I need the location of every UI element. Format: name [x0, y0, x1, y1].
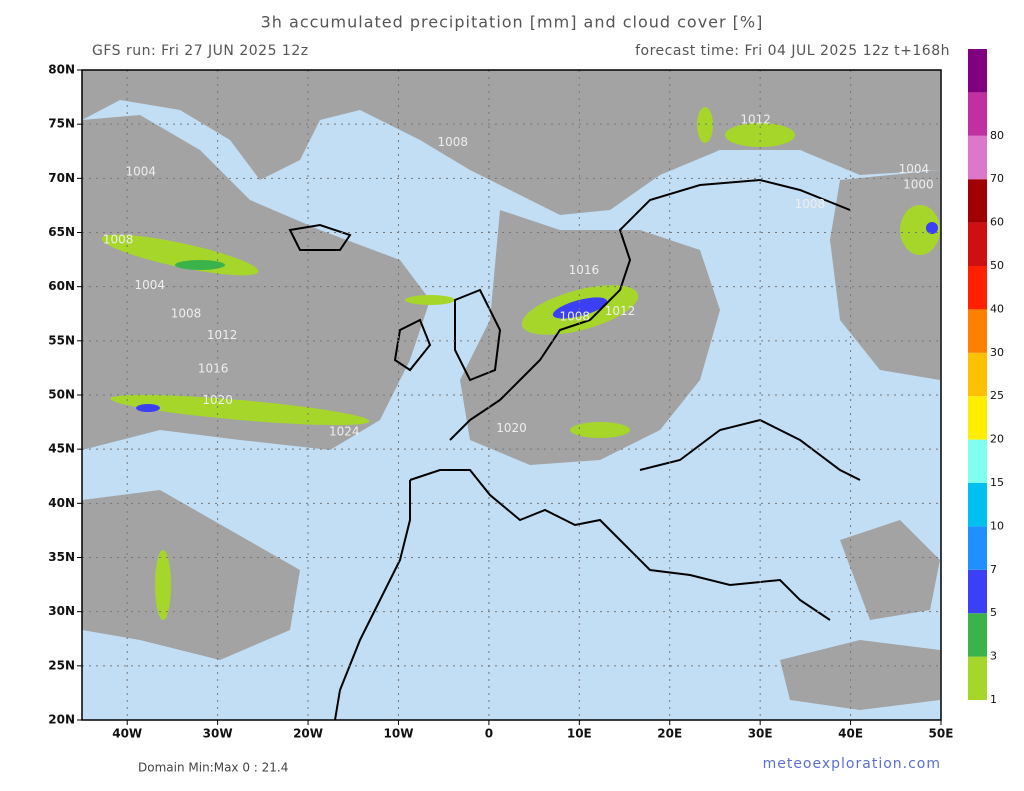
- lon-tick-label: 10W: [384, 727, 414, 741]
- colorbar-label: 3: [990, 650, 997, 663]
- lat-tick-label: 60N: [48, 279, 75, 293]
- isobar-label: 1008: [437, 135, 468, 149]
- isobar-label: 1012: [605, 304, 636, 318]
- forecast-time: forecast time: Fri 04 JUL 2025 12z t+168…: [635, 43, 950, 59]
- axes: 40W 30W 20W 10W 0 10E 20E 30E 40E 50E 20N 25N 30N 35N…: [48, 63, 953, 741]
- colorbar-label: 25: [990, 389, 1004, 402]
- colorbar-segment: [968, 135, 987, 180]
- colorbar-segment: [968, 396, 987, 440]
- colorbar-label: 60: [990, 216, 1004, 229]
- isobar-labels: 1008 1004 1004 1008 1012 1016 1020 1024 1020 1008…: [103, 112, 934, 438]
- lat-tick-label: 25N: [48, 658, 75, 672]
- lon-tick-label: 40E: [838, 727, 863, 741]
- lon-tick-label: 40W: [112, 727, 142, 741]
- colorbar-segment: [968, 179, 987, 223]
- colorbar-segment: [968, 222, 987, 266]
- colorbar-label: 70: [990, 172, 1004, 185]
- isobar-label: 1004: [135, 278, 166, 292]
- isobar-label: 1012: [207, 328, 238, 342]
- isobar-label: 1004: [126, 164, 157, 178]
- colorbar-segment: [968, 439, 987, 483]
- lat-tick-label: 40N: [48, 496, 75, 510]
- colorbar-label: 10: [990, 519, 1004, 532]
- colorbar-label: 40: [990, 302, 1004, 315]
- title: 3h accumulated precipitation [mm] and cl…: [261, 13, 764, 32]
- lat-tick-label: 80N: [48, 63, 75, 77]
- lat-tick-label: 20N: [48, 713, 75, 727]
- graticule: [82, 70, 941, 720]
- isobar-label: 1008: [560, 310, 591, 324]
- colorbar-segment: [968, 656, 987, 700]
- isobar-label: 1020: [202, 393, 233, 407]
- colorbar-segment: [968, 49, 987, 93]
- colorbar-segment: [968, 92, 987, 136]
- isobar-label: 1016: [569, 263, 600, 277]
- lon-tick-label: 50E: [929, 727, 954, 741]
- colorbar-segment: [968, 309, 987, 353]
- lon-tick-label: 0: [485, 727, 493, 741]
- isobar-label: 1020: [496, 421, 527, 435]
- precipitation: [101, 107, 940, 620]
- isobar-label: 1008: [103, 233, 134, 247]
- lat-tick-label: 30N: [48, 604, 75, 618]
- lat-tick-label: 55N: [48, 333, 75, 347]
- domain-minmax: Domain Min:Max 0 : 21.4: [138, 761, 288, 775]
- lat-tick-label: 65N: [48, 225, 75, 239]
- isobar-label: 1024: [329, 424, 360, 438]
- isobar-label: 1000: [903, 177, 934, 191]
- map: 1008 1004 1004 1008 1012 1016 1020 1024 1020 1008…: [82, 70, 941, 720]
- lon-tick-label: 20E: [657, 727, 682, 741]
- isobar-label: 1008: [795, 197, 826, 211]
- colorbar-segment: [968, 483, 987, 527]
- lat-tick-label: 50N: [48, 388, 75, 402]
- isobar-label: 1016: [198, 362, 229, 376]
- colorbar-segment: [968, 266, 987, 310]
- lat-tick-label: 70N: [48, 171, 75, 185]
- cloud-cover: [82, 70, 940, 710]
- colorbar-segment: [968, 569, 987, 614]
- lon-tick-label: 10E: [567, 727, 592, 741]
- colorbar-segment: [968, 352, 987, 397]
- lon-tick-label: 20W: [293, 727, 323, 741]
- isobar-label: 1004: [899, 162, 930, 176]
- colorbar-label: 20: [990, 433, 1004, 446]
- colorbar-label: 30: [990, 346, 1004, 359]
- lat-tick-label: 35N: [48, 550, 75, 564]
- colorbar-label: 1: [990, 693, 997, 706]
- colorbar-label: 5: [990, 606, 997, 619]
- colorbar-segment: [968, 526, 987, 570]
- lat-tick-label: 45N: [48, 442, 75, 456]
- run-time: GFS run: Fri 27 JUN 2025 12z: [92, 43, 309, 59]
- isobar-label: 1012: [740, 112, 771, 126]
- colorbar-label: 80: [990, 129, 1004, 142]
- colorbar-label: 7: [990, 563, 997, 576]
- isobar-label: 1008: [171, 306, 202, 320]
- colorbar-label: 15: [990, 476, 1004, 489]
- lat-tick-label: 75N: [48, 117, 75, 131]
- lon-tick-label: 30E: [748, 727, 773, 741]
- site-link[interactable]: meteoexploration.com: [763, 756, 941, 772]
- lon-tick-label: 30W: [203, 727, 233, 741]
- colorbar: 1 3 5 7 10 15 20 25 30 40 50 60 70 80: [968, 49, 1004, 706]
- colorbar-segment: [968, 613, 987, 657]
- colorbar-label: 50: [990, 259, 1004, 272]
